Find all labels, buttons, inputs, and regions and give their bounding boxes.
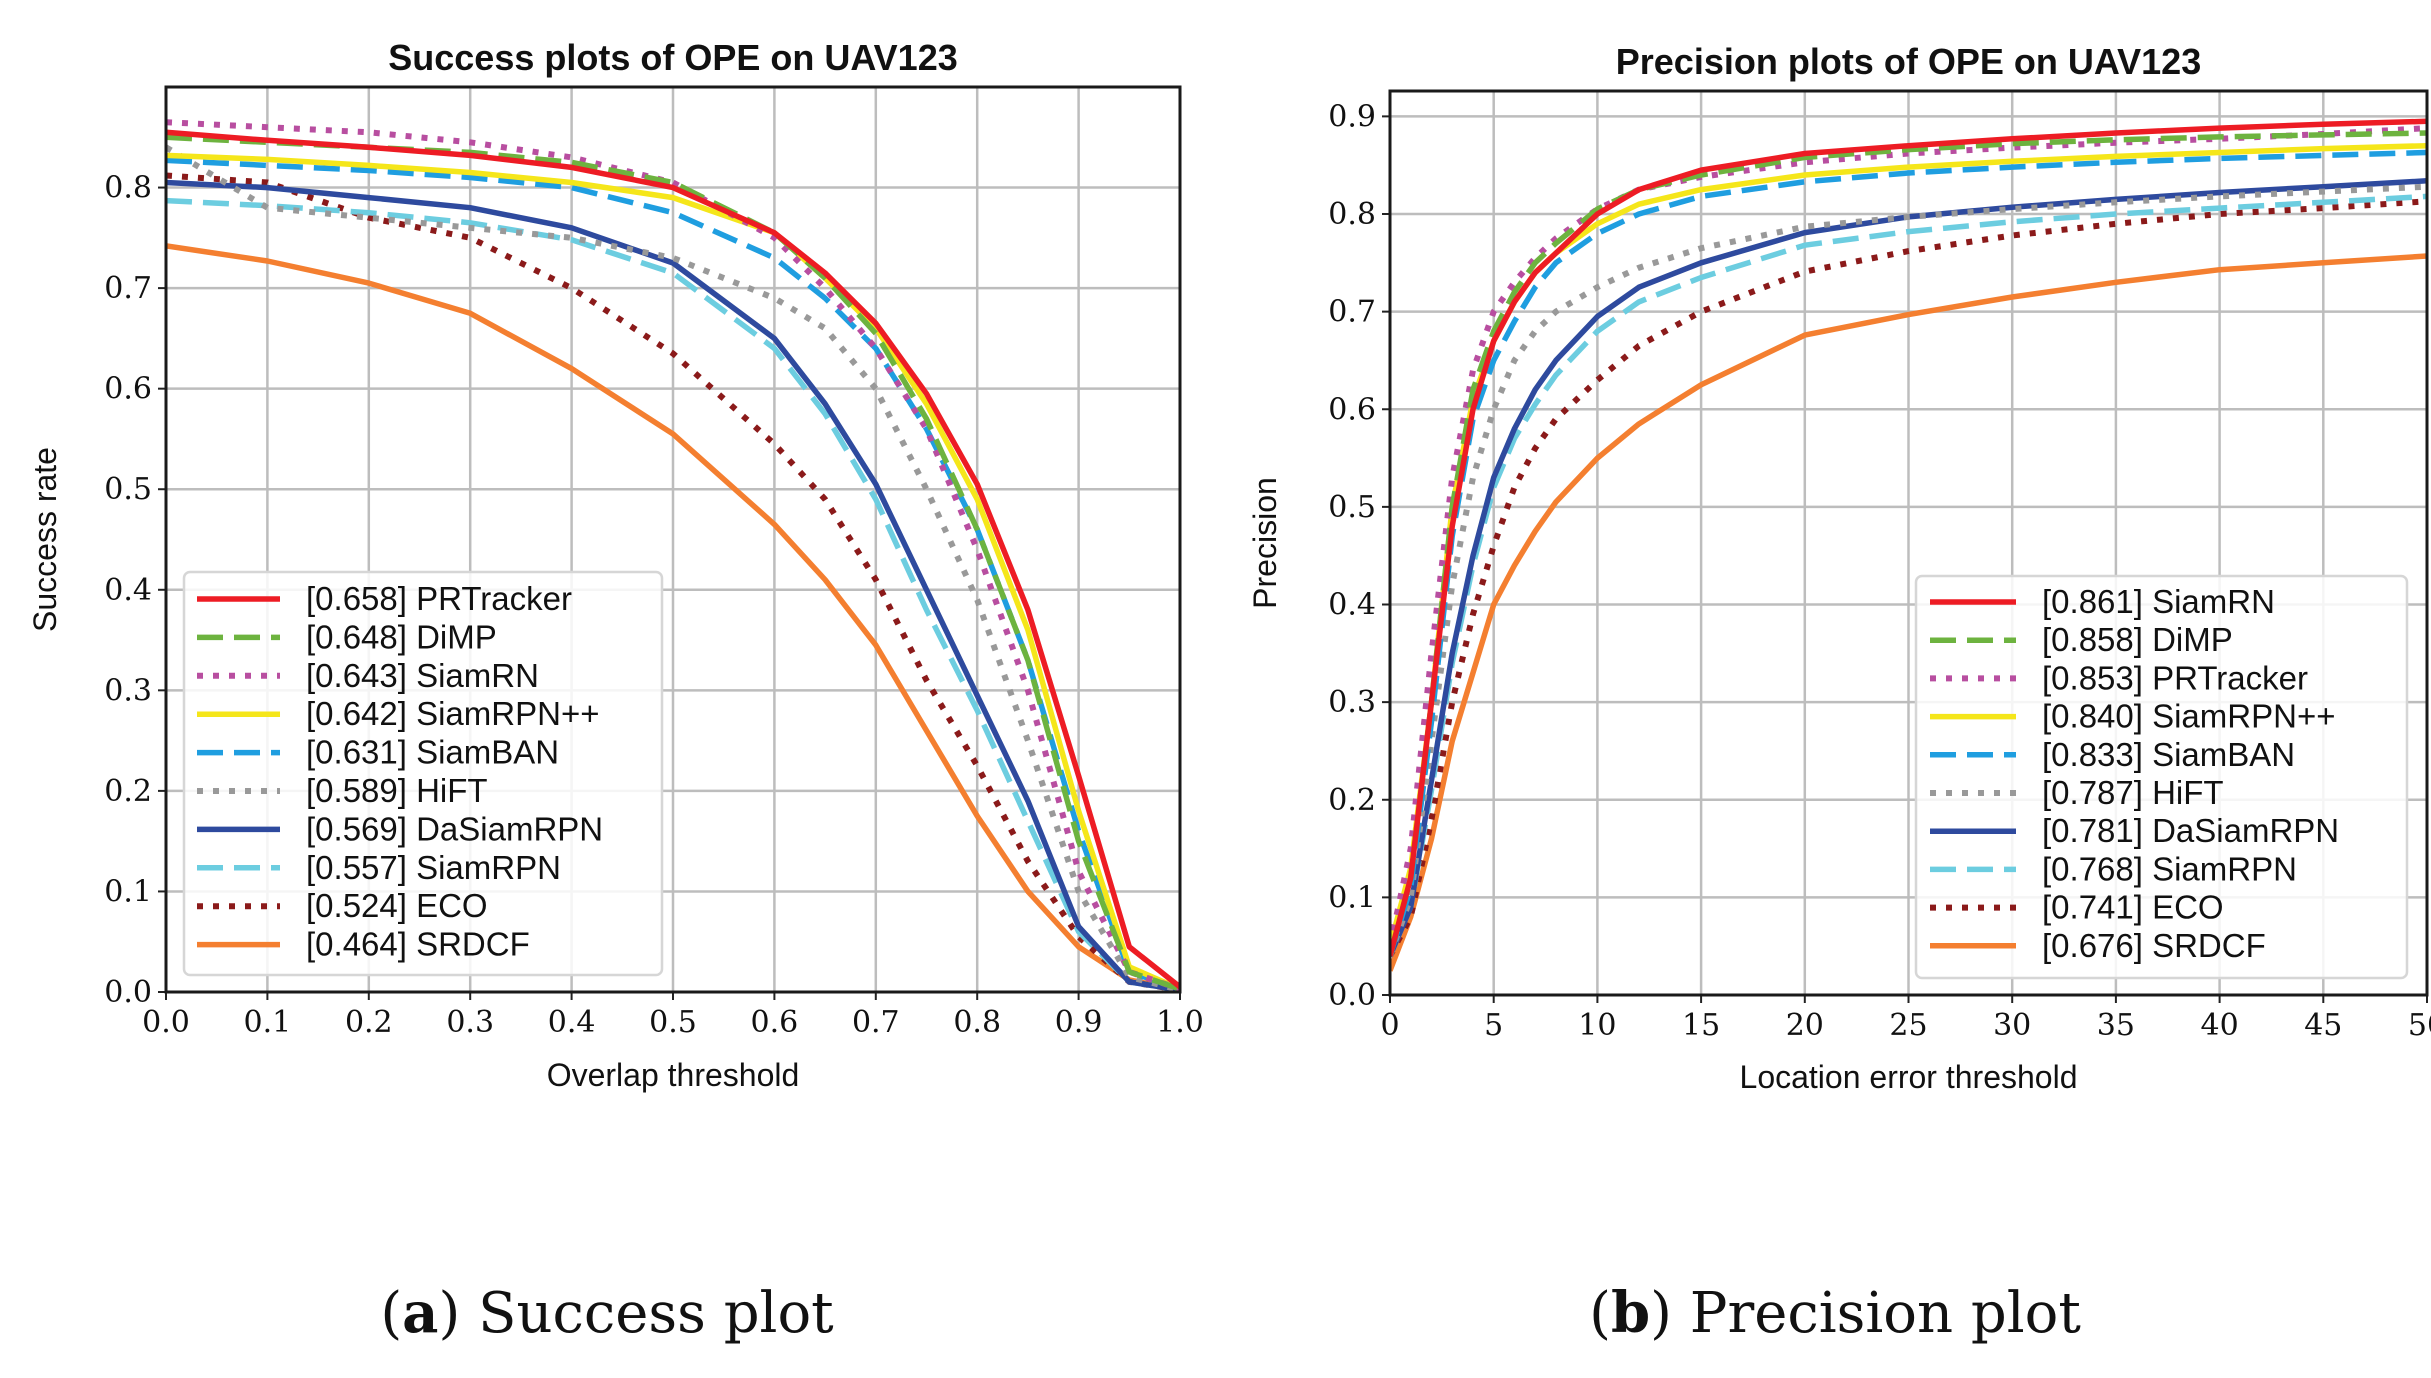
y-tick-label: 0.7	[1328, 295, 1376, 330]
y-tick-label: 0.4	[104, 573, 152, 608]
x-tick-label: 0.4	[548, 1005, 596, 1040]
series-line-prtracker	[1390, 125, 2427, 947]
series-line-hift	[1390, 183, 2427, 957]
legend-entry: [0.569] DaSiamRPN	[306, 810, 603, 847]
legend-entry: [0.524] ECO	[306, 887, 488, 924]
y-axis-label: Success rate	[27, 447, 63, 632]
series-group	[166, 119, 1180, 992]
y-tick-label: 0.3	[1328, 685, 1376, 720]
x-tick-label: 0.2	[345, 1005, 393, 1040]
legend-entry: [0.658] PRTracker	[306, 580, 572, 617]
legend-box	[182, 570, 664, 977]
legend-entry: [0.631] SiamBAN	[306, 734, 559, 771]
legend-entry: [0.589] HiFT	[306, 772, 488, 809]
legend-entry: [0.648] DiMP	[306, 618, 497, 655]
legend-entry: [0.768] SiamRPN	[2042, 850, 2297, 887]
y-tick-label: 0.2	[104, 774, 152, 809]
legend-entry: [0.642] SiamRPN++	[306, 695, 600, 732]
y-tick-label: 0.8	[1328, 197, 1376, 232]
caption-label: b	[1611, 1280, 1650, 1346]
legend-entry: [0.557] SiamRPN	[306, 849, 561, 886]
x-tick-label: 30	[1993, 1008, 2031, 1043]
series-line-siamrn	[1390, 118, 2427, 957]
x-tick-label: 0	[1380, 1008, 1399, 1043]
y-tick-label: 0.2	[1328, 783, 1376, 818]
legend-entry: [0.787] HiFT	[2042, 774, 2224, 811]
x-tick-label: 0.0	[142, 1005, 190, 1040]
legend-entry: [0.781] DaSiamRPN	[2042, 812, 2339, 849]
x-tick-label: 25	[1889, 1008, 1927, 1043]
legend: [0.861] SiamRN[0.858] DiMP[0.853] PRTrac…	[1914, 574, 2409, 980]
y-tick-label: 0.4	[1328, 588, 1376, 623]
x-tick-label: 0.5	[649, 1005, 697, 1040]
legend-entry: [0.861] SiamRN	[2042, 583, 2275, 620]
legend-entry: [0.464] SRDCF	[306, 926, 530, 963]
chart-title: Success plots of OPE on UAV123	[388, 37, 958, 78]
legend-entry: [0.853] PRTracker	[2042, 659, 2308, 696]
x-axis-label: Location error threshold	[1740, 1059, 2078, 1095]
series-line-prtracker	[166, 129, 1180, 990]
x-tick-label: 5	[1484, 1008, 1503, 1043]
legend-entry: [0.741] ECO	[2042, 889, 2224, 926]
x-axis-label: Overlap threshold	[547, 1057, 800, 1093]
x-tick-label: 50	[2408, 1008, 2431, 1043]
y-tick-label: 0.5	[1328, 490, 1376, 525]
x-tick-label: 0.7	[852, 1005, 900, 1040]
series-line-srdcf	[166, 243, 1180, 992]
x-tick-label: 0.9	[1055, 1005, 1103, 1040]
caption-paren: (	[380, 1281, 402, 1346]
caption-text: Precision plot	[1690, 1281, 2082, 1346]
y-tick-label: 0.0	[1328, 978, 1376, 1013]
x-tick-label: 0.8	[953, 1005, 1001, 1040]
y-tick-label: 0.5	[104, 472, 152, 507]
x-tick-label: 0.3	[446, 1005, 494, 1040]
axes-frame	[1388, 89, 2429, 997]
success-plot: 0.0 0.1 0.2 0.3 0.4 0.5 0.6 0.7 0.8 0.9 1.0 0.0 0.1 0…	[27, 37, 1204, 1346]
caption-paren: )	[438, 1281, 478, 1346]
series-line-dimp	[1390, 130, 2427, 957]
x-tick-label: 35	[2097, 1008, 2135, 1043]
legend-entry: [0.840] SiamRPN++	[2042, 698, 2336, 735]
axes-frame	[164, 85, 1182, 994]
chart-title: Precision plots of OPE on UAV123	[1616, 41, 2201, 82]
caption-paren: (	[1589, 1281, 1611, 1346]
series-line-dasiamrpn	[166, 179, 1180, 992]
y-tick-label: 0.0	[104, 975, 152, 1010]
caption-text: Success plot	[478, 1281, 834, 1346]
y-tick-label: 0.1	[1328, 880, 1376, 915]
y-tick-label: 0.8	[104, 171, 152, 206]
legend-entry: [0.833] SiamBAN	[2042, 736, 2295, 773]
y-axis-label: Precision	[1247, 477, 1283, 609]
legend-entry: [0.643] SiamRN	[306, 657, 539, 694]
y-tick-label: 0.6	[104, 372, 152, 407]
x-tick-label: 1.0	[1156, 1005, 1204, 1040]
series-line-srdcf	[1390, 253, 2427, 972]
x-tick-label: 20	[1786, 1008, 1824, 1043]
x-tick-label: 0.1	[244, 1005, 292, 1040]
legend-box	[1914, 574, 2409, 980]
caption-label: a	[402, 1280, 438, 1346]
figure-caption: (b) Precision plot	[1589, 1280, 2081, 1346]
figure-caption: (a) Success plot	[380, 1280, 834, 1346]
precision-plot: 0 5 10 15 20 25 30 35 40 45 50 0.0 0.1 0.2 0.3 0.4 0.5 0.…	[1247, 41, 2431, 1346]
caption-paren: )	[1650, 1281, 1690, 1346]
y-tick-label: 0.9	[1328, 99, 1376, 134]
x-tick-label: 45	[2304, 1008, 2342, 1043]
legend: [0.658] PRTracker[0.648] DiMP[0.643] Sia…	[182, 570, 664, 977]
legend-entry: [0.858] DiMP	[2042, 621, 2233, 658]
y-tick-label: 0.1	[104, 874, 152, 909]
x-tick-label: 40	[2201, 1008, 2239, 1043]
legend-entry: [0.676] SRDCF	[2042, 927, 2266, 964]
y-tick-label: 0.6	[1328, 392, 1376, 427]
x-tick-label: 0.6	[751, 1005, 799, 1040]
series-line-eco	[166, 172, 1180, 992]
y-tick-label: 0.7	[104, 271, 152, 306]
x-tick-label: 15	[1682, 1008, 1720, 1043]
series-line-siamrpn	[166, 197, 1180, 992]
y-tick-label: 0.3	[104, 673, 152, 708]
series-group	[1390, 118, 2427, 972]
x-tick-label: 10	[1578, 1008, 1616, 1043]
